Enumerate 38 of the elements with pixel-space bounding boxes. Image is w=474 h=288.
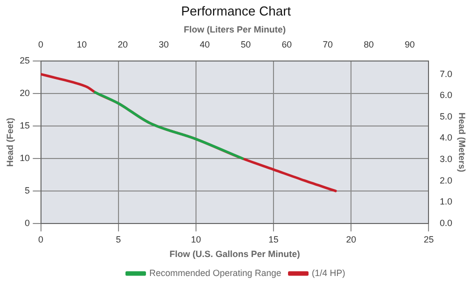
x2-tick-label: 60 (282, 39, 292, 50)
y-tick-label: 5 (24, 185, 30, 196)
y2-tick-label: 0.0 (440, 218, 452, 228)
y2-tick-label: 1.0 (440, 196, 452, 207)
y-axis-title: Head (Feet) (4, 118, 15, 167)
line-series (94, 91, 244, 160)
y2-tick-label: 7.0 (440, 68, 452, 79)
y-tick-label: 15 (20, 120, 30, 131)
x-tick-label: 15 (268, 234, 279, 244)
legend-label: (1/4 HP) (312, 268, 346, 278)
y2-tick-label: 6.0 (440, 90, 452, 100)
x-tick-label: 25 (424, 234, 434, 244)
chart-title: Performance Chart (181, 3, 292, 18)
y-tick-label: 0 (24, 218, 30, 228)
x-tick-label: 5 (116, 234, 121, 244)
x2-axis-title: Flow (Liters Per Minute) (184, 24, 286, 34)
y2-axis-title: Head (Meters) (457, 112, 468, 172)
x-tick-label: 20 (346, 234, 356, 244)
x2-tick-label: 90 (404, 39, 415, 50)
x2-tick-label: 70 (322, 39, 333, 50)
y-tick-label: 20 (20, 88, 30, 98)
x-tick-label: 10 (190, 234, 201, 244)
x2-tick-label: 80 (364, 39, 374, 50)
x2-tick-label: 50 (240, 39, 251, 50)
x2-tick-label: 40 (200, 39, 210, 50)
legend-label: Recommended Operating Range (149, 268, 282, 278)
y-tick-label: 10 (20, 153, 30, 164)
y2-tick-label: 5.0 (440, 111, 452, 122)
x2-tick-label: 20 (118, 39, 128, 50)
x-axis-title: Flow (U.S. Gallons Per Minute) (169, 249, 300, 260)
x2-tick-label: 0 (38, 39, 44, 50)
y2-tick-label: 2.0 (440, 175, 452, 186)
y2-tick-label: 3.0 (440, 154, 452, 164)
x-tick-label: 0 (38, 234, 44, 244)
x2-tick-label: 30 (158, 39, 169, 50)
y-tick-label: 25 (20, 56, 30, 66)
x2-tick-label: 10 (76, 39, 87, 50)
y2-tick-label: 4.0 (440, 132, 452, 143)
